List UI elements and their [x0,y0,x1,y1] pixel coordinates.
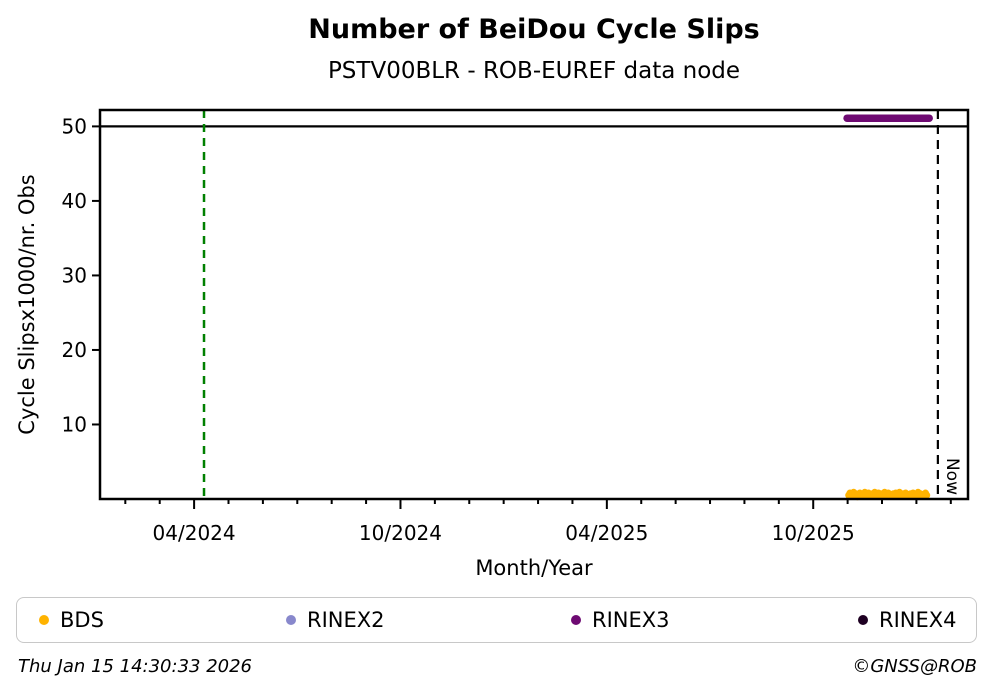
copyright: ©GNSS@ROB [852,656,977,677]
legend-label: RINEX3 [592,608,670,632]
plot-frame [98,108,970,501]
legend-label: RINEX2 [307,608,385,632]
y-axis-label: Cycle Slipsx1000/nr. Obs [15,174,39,434]
y-tick-label: 30 [62,263,87,287]
now-label: Now [942,458,962,495]
chart-subtitle: PSTV00BLR - ROB-EUREF data node [327,58,741,84]
bds-marker-icon [39,615,49,625]
bds-point [923,491,931,499]
timestamp: Thu Jan 15 14:30:33 2026 [18,656,252,677]
legend-item-bds[interactable]: BDS [39,608,286,632]
chart-title: Number of BeiDou Cycle Slips [308,14,760,45]
x-tick-label: 10/2025 [772,521,855,545]
legend-item-rinex2[interactable]: RINEX2 [286,608,571,632]
rinex3-marker-icon [571,615,581,625]
x-tick-label: 04/2024 [153,521,236,545]
plot-area: Now 04/2024 10/2024 04/2025 10/2025 10 20 30 40 5… [15,108,970,580]
x-tick-label: 04/2025 [565,521,648,545]
y-tick-label: 20 [62,338,87,362]
legend-item-rinex4[interactable]: RINEX4 [858,608,976,632]
legend-label: RINEX4 [879,608,957,632]
legend-label: BDS [60,608,104,632]
x-tick-label: 10/2024 [359,521,442,545]
y-tick-label: 40 [62,189,87,213]
x-axis-label: Month/Year [475,556,593,580]
legend: BDS RINEX2 RINEX3 RINEX4 [16,597,977,643]
rinex4-marker-icon [858,615,868,625]
y-tick-label: 10 [62,412,87,436]
y-tick-label: 50 [62,114,87,138]
legend-item-rinex3[interactable]: RINEX3 [571,608,858,632]
rinex2-marker-icon [286,615,296,625]
